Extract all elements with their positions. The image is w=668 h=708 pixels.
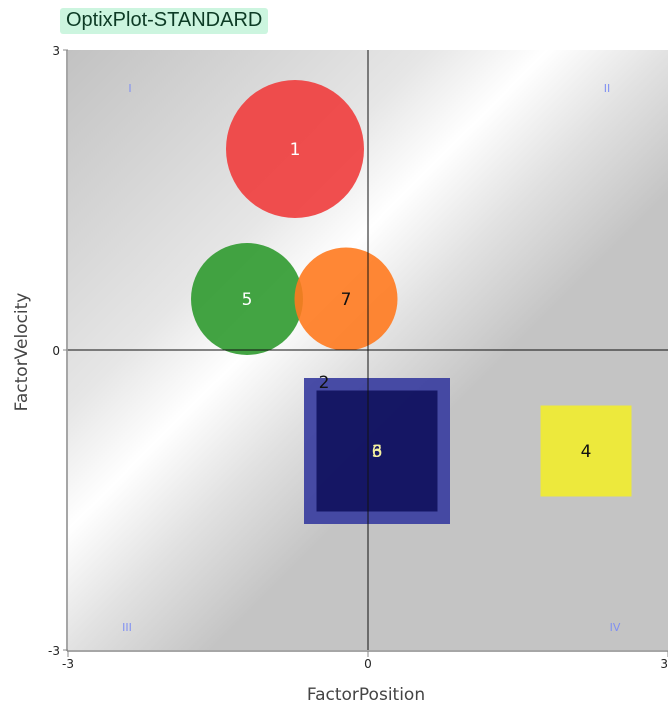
point-label-2: 2: [319, 373, 330, 393]
quadrant-label-4: IV: [610, 621, 621, 634]
bubble-7: [294, 247, 398, 351]
x-axis-ticks: -3 0 3: [62, 651, 668, 671]
x-tick-label: 0: [364, 657, 372, 671]
point-label-3: 3: [372, 442, 383, 462]
x-axis-title: FactorPosition: [307, 685, 425, 705]
y-tick-label: -3: [48, 644, 60, 658]
quadrant-label-3: III: [122, 621, 132, 634]
point-label-7: 7: [341, 290, 352, 310]
y-axis-title: FactorVelocity: [12, 293, 32, 412]
x-tick-label: 3: [660, 657, 668, 671]
data-marks: 1 5 7 2 36 4: [191, 80, 632, 524]
app-title: OptixPlot-STANDARD: [60, 8, 269, 34]
square-marker-4: [540, 405, 632, 497]
y-axis-ticks: 3 0 -3: [48, 44, 68, 658]
point-label-5: 5: [242, 290, 253, 310]
point-label-4: 4: [581, 442, 592, 462]
bubble-5: [191, 243, 303, 355]
square-marker-3: [316, 390, 438, 512]
quadrant-label-2: II: [604, 82, 611, 95]
x-tick-label: -3: [62, 657, 74, 671]
quadrant-label-1: I: [128, 82, 131, 95]
bubble-1: [226, 80, 364, 218]
point-label-1: 1: [290, 140, 301, 160]
y-tick-label: 3: [52, 44, 60, 58]
y-tick-label: 0: [52, 344, 60, 358]
point-label-6: 6: [372, 442, 383, 462]
